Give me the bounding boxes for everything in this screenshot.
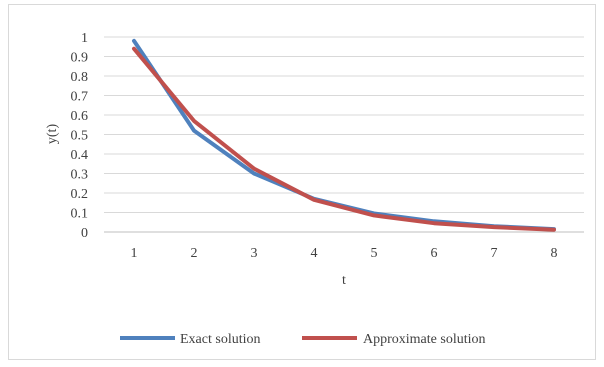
y-tick-label: 0.9 (71, 51, 89, 66)
y-tick-label: 1 (81, 31, 88, 46)
x-axis-title: t (342, 273, 346, 288)
chart-frame (8, 4, 596, 360)
y-axis-title: y(t) (45, 124, 60, 145)
x-tick-label: 5 (371, 246, 378, 261)
x-tick-label: 1 (131, 246, 138, 261)
x-tick-label: 7 (491, 246, 498, 261)
y-tick-label: 0.8 (71, 70, 89, 85)
y-tick-label: 0.2 (71, 187, 89, 202)
y-tick-label: 0.6 (71, 109, 89, 124)
legend-label-approximate: Approximate solution (363, 332, 486, 347)
x-tick-label: 8 (551, 246, 558, 261)
legend-label-exact: Exact solution (180, 332, 261, 347)
x-tick-label: 3 (251, 246, 258, 261)
x-tick-label: 2 (191, 246, 198, 261)
y-tick-label: 0.5 (71, 129, 89, 144)
x-axis-ticks: 1 2 3 4 5 6 7 8 (131, 246, 558, 261)
y-tick-label: 0.4 (71, 148, 89, 163)
y-tick-label: 0 (81, 226, 88, 241)
series-line-approximate (132, 46, 556, 232)
series-lines (132, 38, 556, 232)
x-tick-label: 4 (311, 246, 318, 261)
legend: Exact solution Approximate solution (120, 332, 486, 347)
y-tick-label: 0.7 (71, 90, 89, 105)
y-axis-ticks: 0 0.1 0.2 0.3 0.4 0.5 0.6 0.7 0.8 0.9 1 (71, 31, 89, 241)
y-tick-label: 0.1 (71, 207, 89, 222)
x-tick-label: 6 (431, 246, 438, 261)
y-tick-label: 0.3 (71, 168, 89, 183)
gridlines (104, 36, 584, 233)
